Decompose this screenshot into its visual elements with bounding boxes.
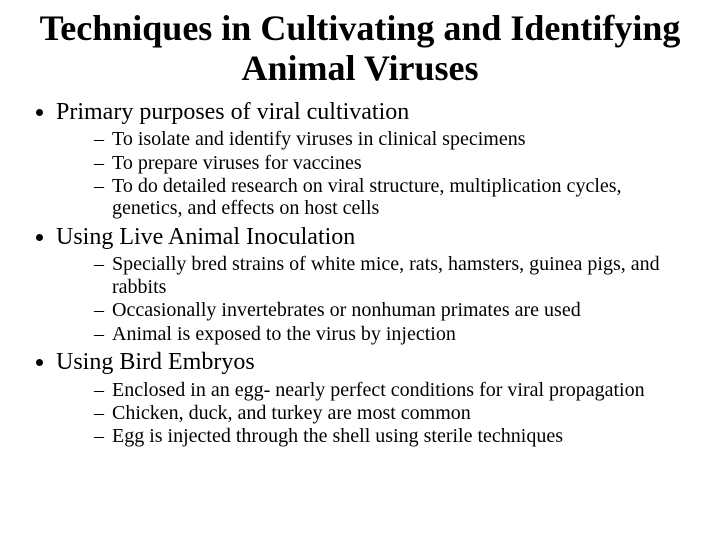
list-item: Chicken, duck, and turkey are most commo… [94,402,692,424]
list-item: Specially bred strains of white mice, ra… [94,253,692,298]
sub-bullet-text: Enclosed in an egg- nearly perfect condi… [112,379,645,401]
list-item: To do detailed research on viral structu… [94,175,692,220]
bullet-text: Using Bird Embryos [56,349,255,375]
list-item: Using Bird Embryos Enclosed in an egg- n… [56,349,692,448]
sub-list: Enclosed in an egg- nearly perfect condi… [56,379,692,448]
list-item: Animal is exposed to the virus by inject… [94,323,692,345]
list-item: Using Live Animal Inoculation Specially … [56,224,692,345]
bullet-list: Primary purposes of viral cultivation To… [28,99,692,448]
list-item: To isolate and identify viruses in clini… [94,128,692,150]
bullet-text: Primary purposes of viral cultivation [56,99,409,125]
slide: Techniques in Cultivating and Identifyin… [0,0,720,540]
sub-bullet-text: Specially bred strains of white mice, ra… [112,253,660,297]
list-item: Occasionally invertebrates or nonhuman p… [94,299,692,321]
sub-bullet-text: To isolate and identify viruses in clini… [112,128,526,150]
sub-list: To isolate and identify viruses in clini… [56,128,692,220]
list-item: Primary purposes of viral cultivation To… [56,99,692,220]
sub-bullet-text: Occasionally invertebrates or nonhuman p… [112,299,581,321]
list-item: Egg is injected through the shell using … [94,425,692,447]
sub-bullet-text: To do detailed research on viral structu… [112,175,622,219]
slide-title: Techniques in Cultivating and Identifyin… [28,8,692,89]
sub-bullet-text: Egg is injected through the shell using … [112,425,563,447]
list-item: To prepare viruses for vaccines [94,152,692,174]
sub-list: Specially bred strains of white mice, ra… [56,253,692,345]
bullet-text: Using Live Animal Inoculation [56,224,355,250]
sub-bullet-text: Chicken, duck, and turkey are most commo… [112,402,471,424]
sub-bullet-text: Animal is exposed to the virus by inject… [112,323,456,345]
sub-bullet-text: To prepare viruses for vaccines [112,152,362,174]
list-item: Enclosed in an egg- nearly perfect condi… [94,379,692,401]
